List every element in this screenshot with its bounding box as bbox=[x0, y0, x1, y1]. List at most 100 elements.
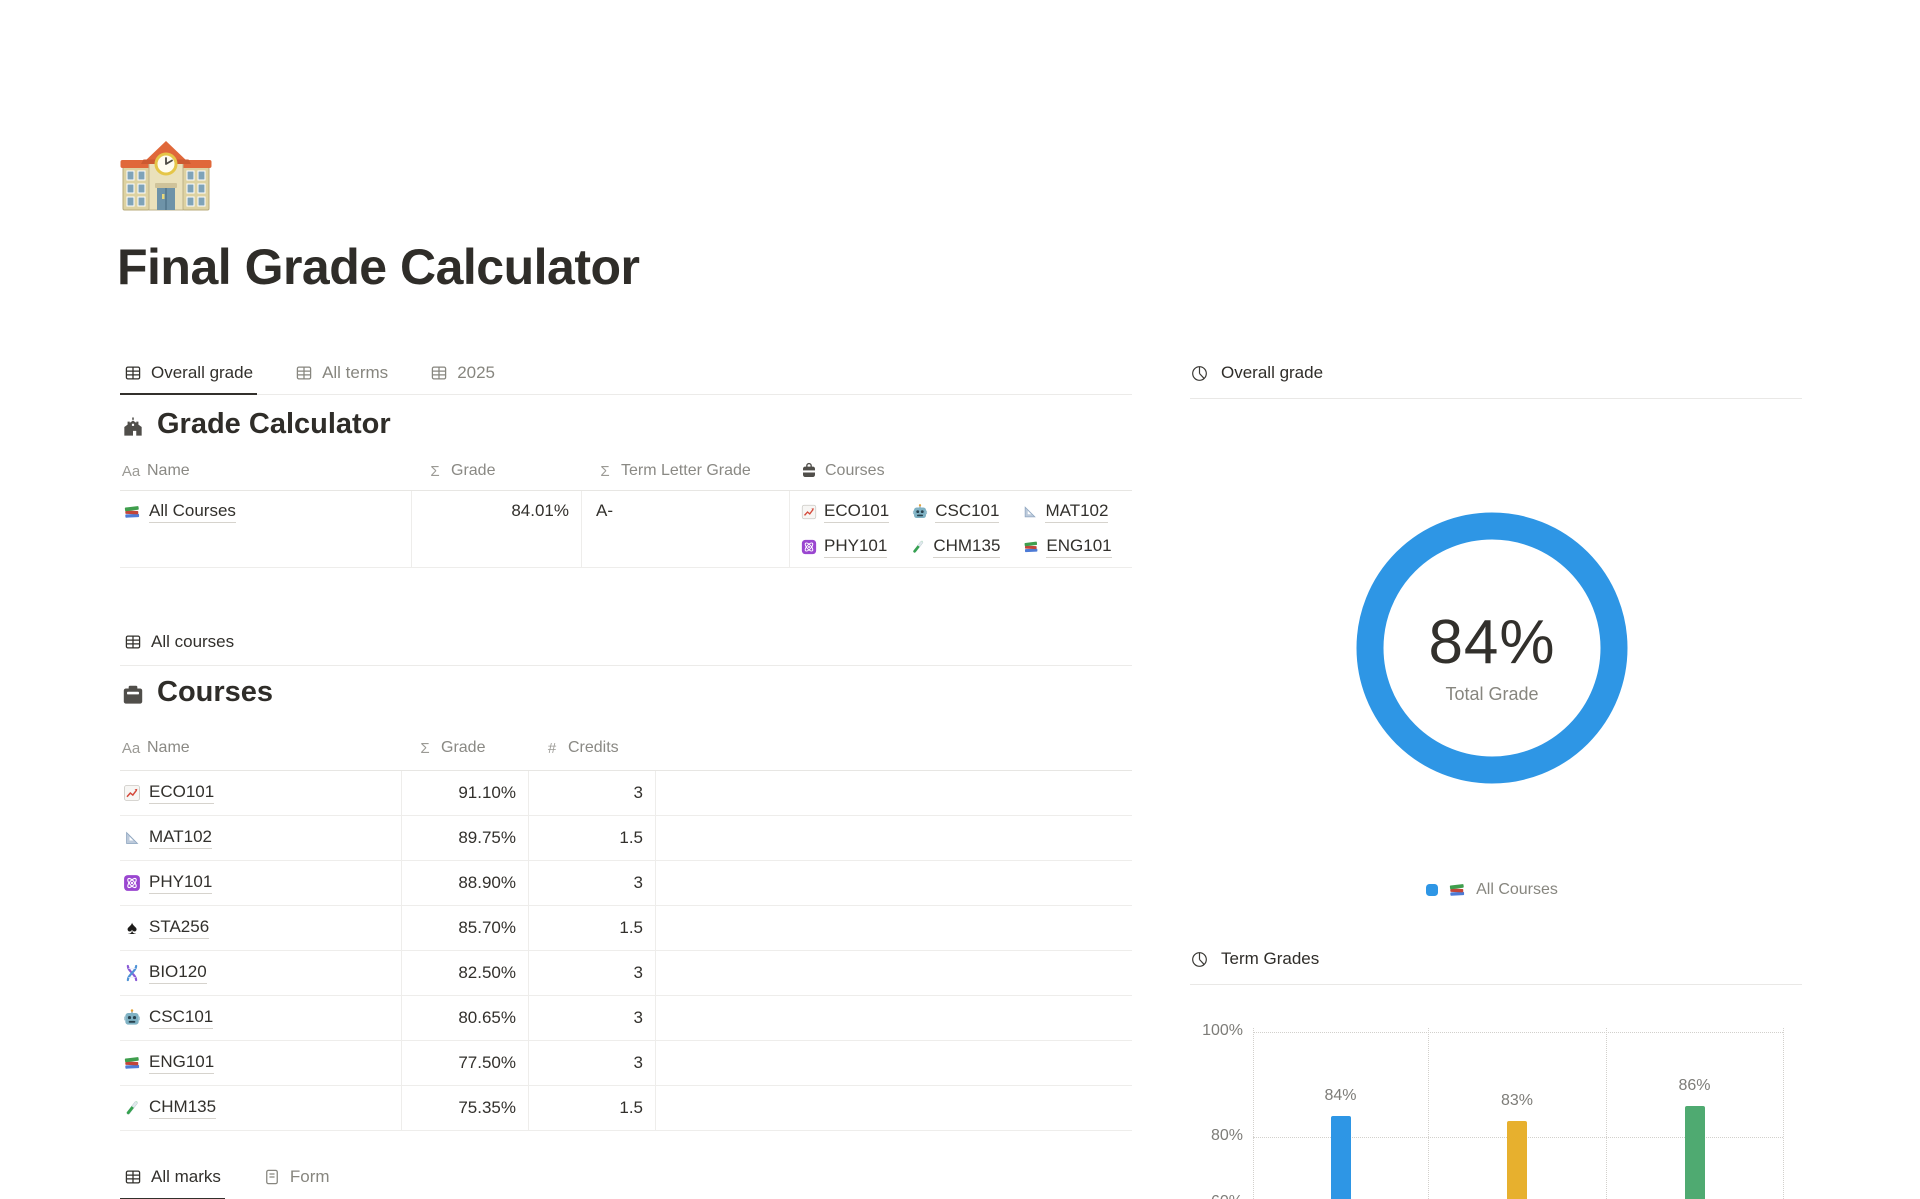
course-name-link[interactable]: PHY101 bbox=[122, 872, 213, 894]
course-chip[interactable]: ENG101 bbox=[1022, 536, 1112, 558]
bar-chart-gridline-horizontal bbox=[1253, 1032, 1783, 1033]
course-name-link[interactable]: BIO120 bbox=[122, 962, 207, 984]
column-header[interactable]: Σ Grade bbox=[412, 462, 582, 480]
course-empty-cell bbox=[656, 771, 1132, 815]
course-grade-cell[interactable]: 80.65% bbox=[402, 996, 529, 1040]
course-credits-cell[interactable]: 3 bbox=[529, 996, 656, 1040]
course-grade-cell[interactable]: 85.70% bbox=[402, 906, 529, 950]
all-courses-view-label: All courses bbox=[151, 632, 235, 651]
bar-chart-y-tick: 80% bbox=[1210, 1127, 1243, 1144]
top-tabbar: Overall grade All terms 2025 bbox=[120, 352, 1132, 395]
overall-grade-donut-chart: 84% Total Grade bbox=[1352, 508, 1632, 788]
view-tab[interactable]: Form bbox=[259, 1156, 334, 1199]
column-header[interactable]: Σ Grade bbox=[402, 739, 529, 757]
courses-heading[interactable]: Courses bbox=[120, 676, 273, 709]
course-credits-cell[interactable]: 1.5 bbox=[529, 816, 656, 860]
course-grade-cell[interactable]: 82.50% bbox=[402, 951, 529, 995]
term-grade-bar[interactable] bbox=[1330, 1116, 1351, 1199]
course-credits-cell[interactable]: 3 bbox=[529, 951, 656, 995]
view-tab-label: All marks bbox=[151, 1167, 221, 1186]
course-empty-cell bbox=[656, 1041, 1132, 1085]
overall-grade-chart-header: Overall grade bbox=[1190, 348, 1802, 399]
course-chip[interactable]: MAT102 bbox=[1021, 501, 1109, 523]
course-name-link[interactable]: CSC101 bbox=[122, 1007, 214, 1029]
column-header-label: Grade bbox=[441, 739, 486, 756]
course-grade-cell[interactable]: 91.10% bbox=[402, 771, 529, 815]
term-grades-chart-label[interactable]: Term Grades bbox=[1221, 949, 1320, 968]
page-title[interactable]: Final Grade Calculator bbox=[117, 239, 640, 295]
course-name: ENG101 bbox=[149, 1052, 215, 1074]
course-name-link[interactable]: ♠ STA256 bbox=[122, 917, 210, 939]
courses-relation-cell: ECO101 CSC101 MAT102 PHY101 CHM135 ENG10… bbox=[790, 491, 1132, 567]
chart-increasing-icon bbox=[800, 503, 818, 521]
books-icon bbox=[122, 502, 142, 522]
course-credits-cell[interactable]: 1.5 bbox=[529, 1086, 656, 1130]
column-header[interactable]: Aa Name bbox=[120, 462, 412, 480]
course-name-cell: ECO101 bbox=[120, 771, 402, 815]
pie-chart-icon bbox=[1190, 364, 1209, 383]
column-header-label: Name bbox=[147, 462, 190, 479]
donut-ring bbox=[1356, 512, 1628, 784]
column-header[interactable]: Σ Term Letter Grade bbox=[582, 462, 790, 480]
donut-total-value: 84% bbox=[1428, 608, 1556, 677]
donut-legend-item[interactable]: All Courses bbox=[1352, 880, 1632, 900]
courses-table: Aa Name Σ Grade # Credits ECO101 91.10% … bbox=[120, 726, 1132, 1131]
view-tab[interactable]: All terms bbox=[291, 352, 392, 395]
books-icon bbox=[122, 1053, 142, 1073]
course-grade-cell[interactable]: 75.35% bbox=[402, 1086, 529, 1130]
triangle-ruler-icon bbox=[122, 828, 142, 848]
column-header[interactable]: # Credits bbox=[529, 739, 656, 757]
grade-calculator-heading[interactable]: Grade Calculator bbox=[120, 408, 391, 441]
bottom-tabbar: All marks Form bbox=[120, 1156, 1132, 1199]
course-name-link[interactable]: ECO101 bbox=[122, 782, 215, 804]
course-row: BIO120 82.50% 3 bbox=[120, 951, 1132, 996]
school-emoji-icon[interactable] bbox=[118, 132, 214, 228]
all-courses-view-tab[interactable]: All courses bbox=[120, 632, 238, 652]
table-icon bbox=[124, 633, 142, 651]
view-tab[interactable]: 2025 bbox=[426, 352, 499, 395]
term-grades-chart-header: Term Grades bbox=[1190, 934, 1802, 985]
course-credits-cell[interactable]: 3 bbox=[529, 771, 656, 815]
course-chip[interactable]: CSC101 bbox=[911, 501, 1000, 523]
course-grade-cell[interactable]: 89.75% bbox=[402, 816, 529, 860]
course-grade-cell[interactable]: 77.50% bbox=[402, 1041, 529, 1085]
view-tab[interactable]: All marks bbox=[120, 1156, 225, 1199]
term-grade-bar[interactable] bbox=[1684, 1105, 1705, 1199]
table-icon bbox=[124, 1168, 142, 1186]
course-name-link[interactable]: ENG101 bbox=[122, 1052, 215, 1074]
term-grade-bar[interactable] bbox=[1507, 1121, 1527, 1199]
all-courses-viewtab-bar: All courses bbox=[120, 618, 1132, 666]
course-name-link[interactable]: CHM135 bbox=[122, 1097, 217, 1119]
course-name-cell: BIO120 bbox=[120, 951, 402, 995]
term-letter-grade-cell[interactable]: A- bbox=[582, 491, 790, 567]
bar-chart-gridline-vertical bbox=[1428, 1028, 1429, 1199]
course-empty-cell bbox=[656, 816, 1132, 860]
overall-grade-cell[interactable]: 84.01% bbox=[412, 491, 582, 567]
all-courses-link[interactable]: All Courses bbox=[122, 501, 236, 523]
course-name-link[interactable]: MAT102 bbox=[122, 827, 212, 849]
books-icon bbox=[1447, 880, 1467, 900]
column-header[interactable]: Courses bbox=[790, 462, 1132, 480]
course-grade-cell[interactable]: 88.90% bbox=[402, 861, 529, 905]
course-name-cell: MAT102 bbox=[120, 816, 402, 860]
table-icon bbox=[430, 364, 448, 382]
course-empty-cell bbox=[656, 861, 1132, 905]
column-header-label: Credits bbox=[568, 739, 619, 756]
donut-ring-svg bbox=[1356, 512, 1628, 784]
term-grade-bar-label: 84% bbox=[1324, 1087, 1357, 1104]
course-chip-label: PHY101 bbox=[824, 536, 888, 558]
course-chip[interactable]: ECO101 bbox=[800, 501, 890, 523]
course-credits-cell[interactable]: 1.5 bbox=[529, 906, 656, 950]
view-tab[interactable]: Overall grade bbox=[120, 352, 258, 395]
course-name: BIO120 bbox=[149, 962, 207, 984]
course-chip[interactable]: PHY101 bbox=[800, 536, 888, 558]
course-credits-cell[interactable]: 3 bbox=[529, 861, 656, 905]
course-chip-label: ECO101 bbox=[824, 501, 890, 523]
course-name-cell: CSC101 bbox=[120, 996, 402, 1040]
course-chip[interactable]: CHM135 bbox=[909, 536, 1001, 558]
table-icon bbox=[295, 364, 313, 382]
course-credits-cell[interactable]: 3 bbox=[529, 1041, 656, 1085]
overall-grade-chart-label[interactable]: Overall grade bbox=[1221, 363, 1324, 382]
column-header[interactable]: Aa Name bbox=[120, 739, 402, 757]
course-name: CHM135 bbox=[149, 1097, 217, 1119]
